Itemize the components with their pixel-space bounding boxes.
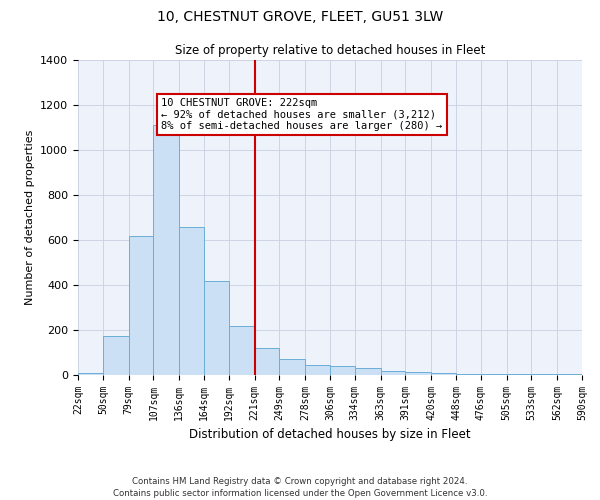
Y-axis label: Number of detached properties: Number of detached properties [25,130,35,305]
Text: 10 CHESTNUT GROVE: 222sqm
← 92% of detached houses are smaller (3,212)
8% of sem: 10 CHESTNUT GROVE: 222sqm ← 92% of detac… [161,98,442,131]
Title: Size of property relative to detached houses in Fleet: Size of property relative to detached ho… [175,44,485,58]
Bar [380,370,406,375]
Bar [355,368,380,375]
Bar [128,236,154,375]
Bar [406,372,431,375]
Bar [305,365,330,375]
Bar [532,374,557,375]
Bar [103,336,128,375]
Bar [506,374,532,375]
Text: 10, CHESTNUT GROVE, FLEET, GU51 3LW: 10, CHESTNUT GROVE, FLEET, GU51 3LW [157,10,443,24]
Bar [229,326,254,375]
Bar [179,226,204,375]
Bar [254,348,280,375]
Bar [557,374,582,375]
Bar [481,374,506,375]
Bar [204,280,229,375]
Bar [78,373,103,375]
Bar [280,359,305,375]
Text: Contains HM Land Registry data © Crown copyright and database right 2024.
Contai: Contains HM Land Registry data © Crown c… [113,476,487,498]
Bar [154,125,179,375]
Bar [330,366,355,375]
X-axis label: Distribution of detached houses by size in Fleet: Distribution of detached houses by size … [189,428,471,442]
Bar [431,373,456,375]
Bar [456,374,481,375]
